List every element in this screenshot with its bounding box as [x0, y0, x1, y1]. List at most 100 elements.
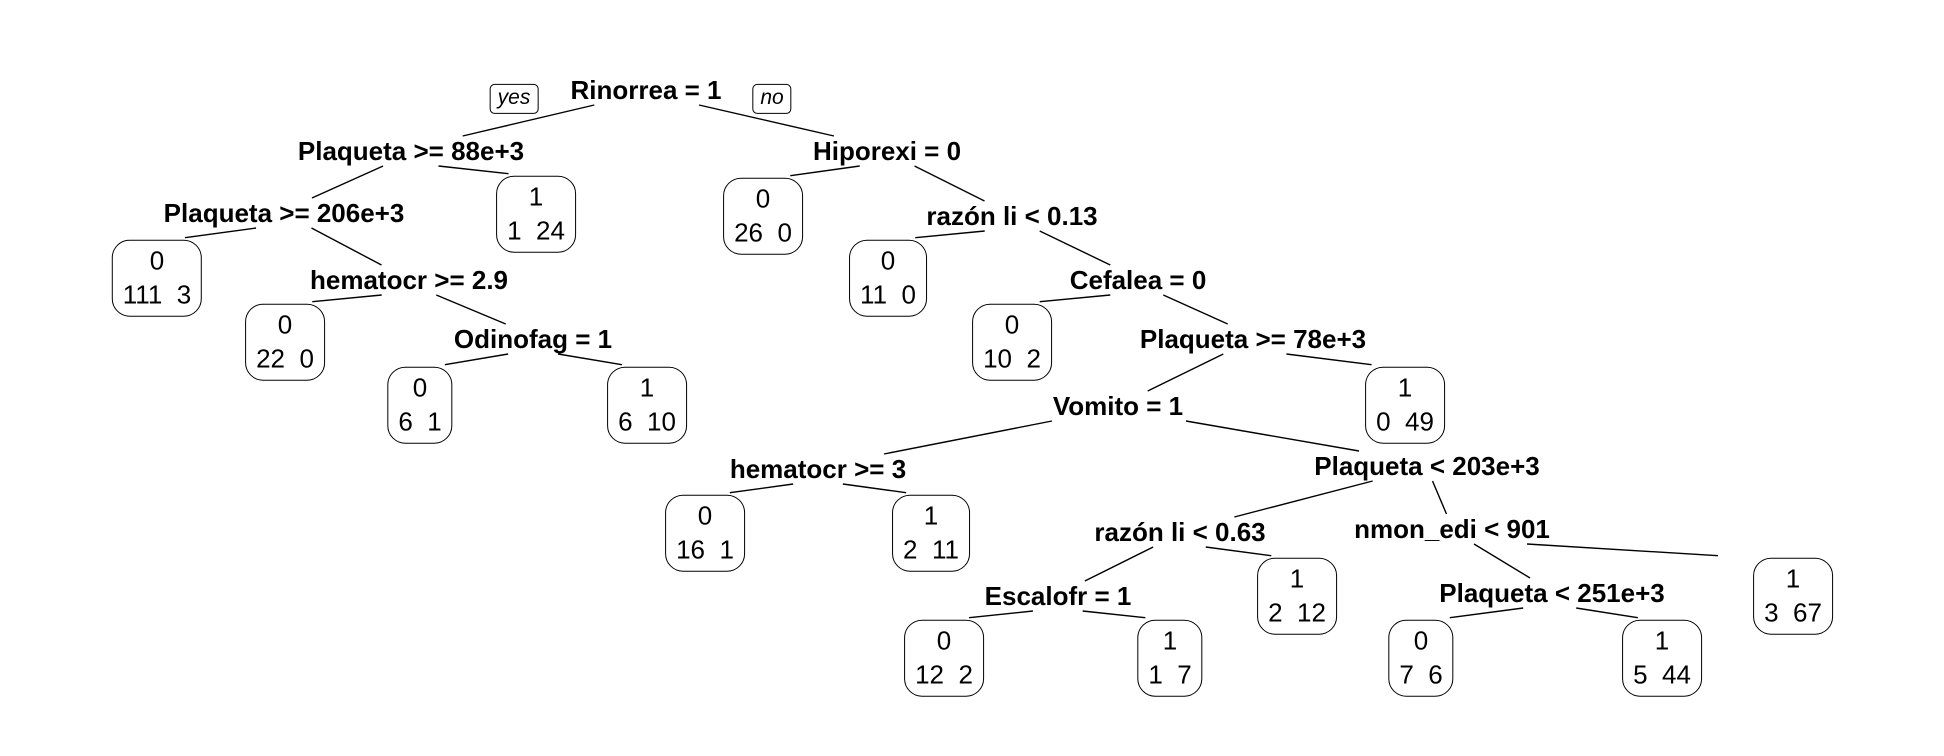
split-node-plaqueta-206e3: Plaqueta >= 206e+3 — [163, 198, 405, 228]
leaf-node: 1 1 24 — [496, 175, 576, 253]
tree-edge — [1449, 607, 1524, 619]
tree-edge — [184, 227, 257, 239]
leaf-class: 1 — [1785, 563, 1801, 594]
leaf-node: 0 7 6 — [1388, 619, 1454, 697]
leaf-node: 0 22 0 — [245, 303, 325, 381]
leaf-counts: 2 12 — [1268, 597, 1326, 628]
tree-edge — [1526, 543, 1719, 557]
tree-edge — [915, 230, 985, 239]
tree-edge — [1185, 420, 1360, 452]
leaf-node: 0 16 1 — [665, 494, 745, 572]
leaf-counts: 111 3 — [122, 279, 192, 310]
split-node-hiporexi: Hiporexi = 0 — [812, 136, 962, 166]
leaf-node: 1 2 11 — [892, 494, 970, 572]
leaf-class: 1 — [1162, 625, 1178, 656]
tree-edge — [444, 353, 509, 366]
leaf-class: 1 — [639, 372, 655, 403]
tree-edge — [1286, 353, 1372, 366]
leaf-node: 1 0 49 — [1365, 366, 1445, 444]
tree-edge — [1082, 610, 1146, 619]
tree-edge — [1431, 480, 1448, 515]
leaf-class: 1 — [1654, 625, 1670, 656]
leaf-class: 1 — [1397, 372, 1413, 403]
leaf-counts: 1 7 — [1148, 659, 1192, 690]
leaf-node: 1 1 7 — [1137, 619, 1203, 697]
leaf-node: 1 5 44 — [1622, 619, 1702, 697]
split-node-cefalea: Cefalea = 0 — [1069, 265, 1207, 295]
leaf-counts: 1 24 — [507, 215, 565, 246]
leaf-counts: 26 0 — [734, 217, 792, 248]
leaf-node: 0 26 0 — [723, 177, 803, 255]
leaf-node: 1 6 10 — [607, 366, 687, 444]
tree-edge — [790, 165, 860, 177]
leaf-counts: 2 11 — [903, 534, 959, 565]
tree-edge — [1576, 607, 1638, 619]
split-node-hematocr-2-9: hematocr >= 2.9 — [310, 265, 508, 295]
leaf-node: 0 11 0 — [849, 239, 927, 317]
leaf-counts: 11 0 — [860, 279, 916, 310]
leaf-counts: 0 49 — [1376, 406, 1434, 437]
leaf-class: 0 — [697, 500, 713, 531]
leaf-counts: 6 10 — [618, 406, 676, 437]
leaf-node: 1 2 12 — [1257, 557, 1337, 635]
split-node-escalofr: Escalofr = 1 — [984, 581, 1132, 611]
tree-edge — [1205, 546, 1272, 557]
tree-edge — [969, 610, 1033, 619]
leaf-node: 0 6 1 — [387, 366, 453, 444]
leaf-class: 1 — [528, 181, 544, 212]
leaf-class: 1 — [1289, 563, 1305, 594]
tree-edge — [311, 165, 384, 199]
tree-edge — [311, 227, 382, 266]
tree-edge — [1084, 546, 1154, 582]
tree-edge — [842, 483, 907, 494]
tree-edge — [1473, 543, 1531, 579]
leaf-counts: 3 67 — [1764, 597, 1822, 628]
leaf-counts: 16 1 — [676, 534, 734, 565]
tree-edge — [1039, 230, 1111, 266]
tree-edge — [883, 420, 1053, 455]
split-node-razon-li-0-63: razón li < 0.63 — [1094, 517, 1266, 547]
tree-edge — [1234, 480, 1373, 518]
tree-edge — [729, 483, 794, 494]
leaf-counts: 5 44 — [1633, 659, 1691, 690]
leaf-node: 0 12 2 — [904, 619, 984, 697]
leaf-counts: 10 2 — [983, 343, 1041, 374]
tree-edge — [1147, 353, 1224, 392]
split-node-plaqueta-88e3: Plaqueta >= 88e+3 — [297, 136, 525, 166]
tree-edge — [698, 104, 835, 137]
leaf-class: 0 — [412, 372, 428, 403]
split-node-rinorrea: Rinorrea = 1 — [570, 75, 722, 105]
leaf-class: 0 — [1004, 309, 1020, 340]
leaf-node: 1 3 67 — [1753, 557, 1833, 635]
leaf-node: 0 111 3 — [111, 239, 203, 317]
leaf-class: 0 — [1413, 625, 1429, 656]
leaf-class: 0 — [755, 183, 771, 214]
split-node-plaqueta-78e3: Plaqueta >= 78e+3 — [1139, 324, 1367, 354]
tree-edge — [436, 294, 506, 325]
tree-edge — [557, 353, 623, 366]
tree-edge — [914, 165, 985, 202]
leaf-class: 0 — [880, 245, 896, 276]
split-node-nmon-edi: nmon_edi < 901 — [1354, 514, 1550, 544]
leaf-counts: 7 6 — [1399, 659, 1443, 690]
leaf-class: 0 — [149, 245, 165, 276]
leaf-node: 0 10 2 — [972, 303, 1052, 381]
tree-edge — [312, 294, 382, 303]
tree-edge — [462, 104, 595, 137]
split-node-hematocr-3: hematocr >= 3 — [729, 454, 907, 484]
no-branch-label: no — [752, 83, 792, 115]
split-node-odinofag: Odinofag = 1 — [453, 324, 613, 354]
leaf-class: 0 — [277, 309, 293, 340]
yes-branch-label: yes — [489, 83, 539, 115]
leaf-counts: 22 0 — [256, 343, 314, 374]
tree-edge — [1163, 294, 1228, 325]
leaf-counts: 6 1 — [398, 406, 442, 437]
tree-edge — [438, 165, 509, 175]
leaf-class: 0 — [936, 625, 952, 656]
leaf-class: 1 — [923, 500, 939, 531]
leaf-counts: 12 2 — [915, 659, 973, 690]
split-node-razon-li-0-13: razón li < 0.13 — [926, 201, 1098, 231]
split-node-plaqueta-251e3: Plaqueta < 251e+3 — [1439, 578, 1665, 608]
